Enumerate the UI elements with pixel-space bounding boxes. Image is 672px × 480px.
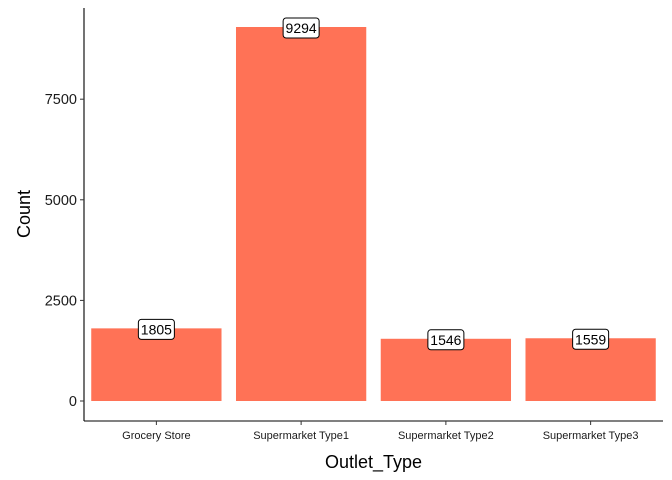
y-axis-title: Count <box>14 190 34 238</box>
data-label-box-1 <box>282 17 320 39</box>
x-axis-title: Outlet_Type <box>325 452 422 473</box>
data-label-2: 1546 <box>430 332 461 348</box>
y-tick-label-1: 2500 <box>45 293 77 309</box>
data-labels: 1805 9294 1546 1559 <box>137 17 610 351</box>
bar-1 <box>235 27 367 401</box>
data-label-box-0 <box>137 318 175 340</box>
data-label-3: 1559 <box>575 331 606 347</box>
data-label-1: 9294 <box>286 20 317 36</box>
bar-0 <box>91 328 222 401</box>
data-label-box-2 <box>427 329 465 351</box>
data-label-0: 1805 <box>141 321 172 337</box>
y-tick-label-2: 5000 <box>45 193 77 209</box>
axes-layer <box>83 8 663 422</box>
y-ticks: 0 2500 5000 7500 <box>45 92 84 410</box>
data-label-box-3 <box>572 328 610 350</box>
bars-layer <box>91 27 656 401</box>
x-tick-label-0: Grocery Store <box>122 430 190 442</box>
y-tick-label-3: 7500 <box>45 92 77 108</box>
y-tick-label-0: 0 <box>69 394 77 410</box>
x-tick-label-3: Supermarket Type3 <box>543 430 639 442</box>
x-tick-label-1: Supermarket Type1 <box>253 430 349 442</box>
x-tick-label-2: Supermarket Type2 <box>398 430 494 442</box>
x-ticks: Grocery Store Supermarket Type1 Supermarke… <box>122 421 639 442</box>
